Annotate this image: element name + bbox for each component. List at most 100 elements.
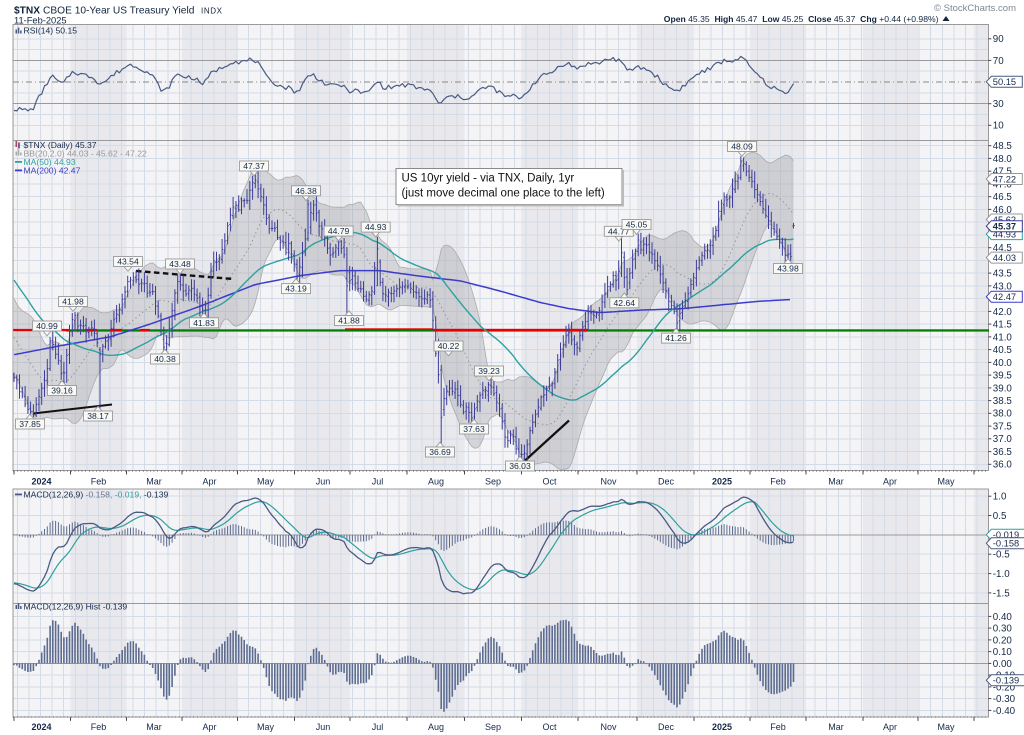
- svg-text:44.79: 44.79: [328, 226, 350, 236]
- svg-text:Apr: Apr: [202, 477, 216, 487]
- svg-text:0.30: 0.30: [993, 624, 1013, 635]
- svg-text:48.5: 48.5: [993, 141, 1013, 152]
- svg-text:48.0: 48.0: [993, 154, 1013, 165]
- svg-text:43.48: 43.48: [169, 259, 191, 269]
- svg-text:39.0: 39.0: [993, 383, 1013, 394]
- svg-text:May: May: [937, 722, 955, 732]
- svg-text:41.26: 41.26: [665, 333, 687, 343]
- svg-text:44.03: 44.03: [993, 253, 1016, 263]
- svg-text:36.5: 36.5: [993, 447, 1013, 458]
- svg-text:Oct: Oct: [542, 477, 557, 487]
- svg-text:-0.019: -0.019: [993, 530, 1019, 540]
- svg-text:41.83: 41.83: [193, 318, 215, 328]
- svg-text:-0.158: -0.158: [993, 539, 1019, 549]
- svg-text:39.23: 39.23: [478, 366, 500, 376]
- svg-text:BB(20,2.0) 44.03 - 45.62 - 47.: BB(20,2.0) 44.03 - 45.62 - 47.22: [24, 148, 147, 158]
- svg-text:$TNX (Daily) 45.37: $TNX (Daily) 45.37: [24, 140, 97, 150]
- svg-text:Mar: Mar: [828, 722, 844, 732]
- svg-text:40.38: 40.38: [154, 354, 176, 364]
- svg-text:Sep: Sep: [485, 477, 501, 487]
- svg-text:(just move decimal one place t: (just move decimal one place to the left…: [402, 188, 605, 200]
- svg-text:Mar: Mar: [146, 477, 162, 487]
- svg-text:Feb: Feb: [91, 477, 107, 487]
- svg-text:46.0: 46.0: [993, 205, 1013, 216]
- svg-text:-1.0: -1.0: [993, 569, 1010, 580]
- svg-text:2025: 2025: [712, 722, 732, 732]
- svg-text:-0.139: -0.139: [993, 676, 1019, 686]
- svg-text:-0.30: -0.30: [993, 694, 1016, 705]
- svg-text:37.0: 37.0: [993, 434, 1013, 445]
- svg-text:-0.5: -0.5: [993, 550, 1010, 561]
- svg-text:43.5: 43.5: [993, 269, 1013, 280]
- svg-text:© StockCharts.com: © StockCharts.com: [934, 3, 1016, 14]
- svg-text:37.63: 37.63: [463, 424, 485, 434]
- svg-text:44.5: 44.5: [993, 243, 1013, 254]
- svg-text:36.03: 36.03: [509, 461, 531, 471]
- svg-text:2024: 2024: [31, 477, 51, 487]
- svg-text:Jun: Jun: [316, 722, 331, 732]
- svg-text:Feb: Feb: [770, 722, 786, 732]
- svg-text:41.88: 41.88: [338, 316, 360, 326]
- svg-text:30: 30: [993, 99, 1004, 110]
- svg-text:-1.5: -1.5: [993, 588, 1010, 599]
- svg-text:Dec: Dec: [658, 722, 675, 732]
- svg-text:43.0: 43.0: [993, 281, 1013, 292]
- svg-text:47.22: 47.22: [993, 174, 1016, 184]
- svg-text:-0.40: -0.40: [993, 706, 1016, 717]
- svg-text:US 10yr yield - via TNX, Daily: US 10yr yield - via TNX, Daily, 1yr: [402, 173, 575, 185]
- svg-text:Mar: Mar: [146, 722, 162, 732]
- svg-text:MACD(12,26,9) Hist -0.139: MACD(12,26,9) Hist -0.139: [24, 602, 128, 612]
- svg-text:2024: 2024: [31, 722, 51, 732]
- svg-text:Aug: Aug: [428, 477, 444, 487]
- svg-text:45.62: 45.62: [993, 215, 1016, 225]
- svg-text:Sep: Sep: [485, 722, 501, 732]
- svg-text:Dec: Dec: [658, 477, 675, 487]
- svg-text:May: May: [257, 722, 275, 732]
- svg-text:MA(200) 42.47: MA(200) 42.47: [24, 165, 81, 175]
- svg-text:Feb: Feb: [770, 477, 786, 487]
- svg-text:41.5: 41.5: [993, 320, 1013, 331]
- svg-text:Jul: Jul: [372, 722, 384, 732]
- svg-text:0.00: 0.00: [993, 659, 1013, 670]
- svg-text:44.93: 44.93: [993, 229, 1016, 239]
- svg-text:38.5: 38.5: [993, 396, 1013, 407]
- svg-text:May: May: [257, 477, 275, 487]
- svg-text:36.69: 36.69: [429, 447, 451, 457]
- svg-text:44.93: 44.93: [365, 222, 387, 232]
- svg-text:$TNX: $TNX: [14, 6, 40, 17]
- svg-text:44.77: 44.77: [608, 226, 630, 236]
- svg-text:1.0: 1.0: [993, 492, 1007, 503]
- svg-text:37.85: 37.85: [19, 419, 41, 429]
- svg-text:MA(50) 44.93: MA(50) 44.93: [24, 157, 76, 167]
- svg-text:Jun: Jun: [316, 477, 331, 487]
- svg-text:42.64: 42.64: [614, 298, 636, 308]
- svg-text:37.5: 37.5: [993, 422, 1013, 433]
- svg-text:48.09: 48.09: [731, 142, 753, 152]
- svg-text:Nov: Nov: [600, 722, 617, 732]
- svg-text:47.37: 47.37: [243, 161, 265, 171]
- svg-text:11-Feb-2025: 11-Feb-2025: [14, 16, 67, 26]
- svg-text:38.17: 38.17: [87, 411, 109, 421]
- svg-text:43.98: 43.98: [777, 264, 799, 274]
- svg-text:38.0: 38.0: [993, 409, 1013, 420]
- svg-text:90: 90: [993, 34, 1004, 45]
- svg-text:41.0: 41.0: [993, 332, 1013, 343]
- svg-text:RSI(14) 50.15: RSI(14) 50.15: [24, 26, 78, 36]
- svg-text:0.40: 0.40: [993, 612, 1013, 623]
- svg-text:0.5: 0.5: [993, 511, 1007, 522]
- svg-text:Apr: Apr: [883, 477, 897, 487]
- svg-text:Nov: Nov: [600, 477, 617, 487]
- svg-text:47.5: 47.5: [993, 167, 1013, 178]
- svg-text:2025: 2025: [712, 477, 732, 487]
- svg-text:MACD(12,26,9) -0.158, -0.019,: MACD(12,26,9) -0.158, -0.019, -0.139: [24, 490, 169, 500]
- svg-text:46.5: 46.5: [993, 192, 1013, 203]
- svg-text:45.37: 45.37: [993, 222, 1016, 232]
- svg-text:36.0: 36.0: [993, 460, 1013, 471]
- svg-text:50.15: 50.15: [993, 77, 1016, 87]
- svg-text:Apr: Apr: [202, 722, 216, 732]
- svg-text:Open 45.35 High 45.47 Low 45: Open 45.35 High 45.47 Low 45.25 Close 45…: [664, 14, 939, 24]
- svg-text:70: 70: [993, 56, 1004, 67]
- svg-text:43.54: 43.54: [117, 257, 139, 267]
- svg-text:41.98: 41.98: [62, 297, 84, 307]
- svg-text:Jul: Jul: [372, 477, 384, 487]
